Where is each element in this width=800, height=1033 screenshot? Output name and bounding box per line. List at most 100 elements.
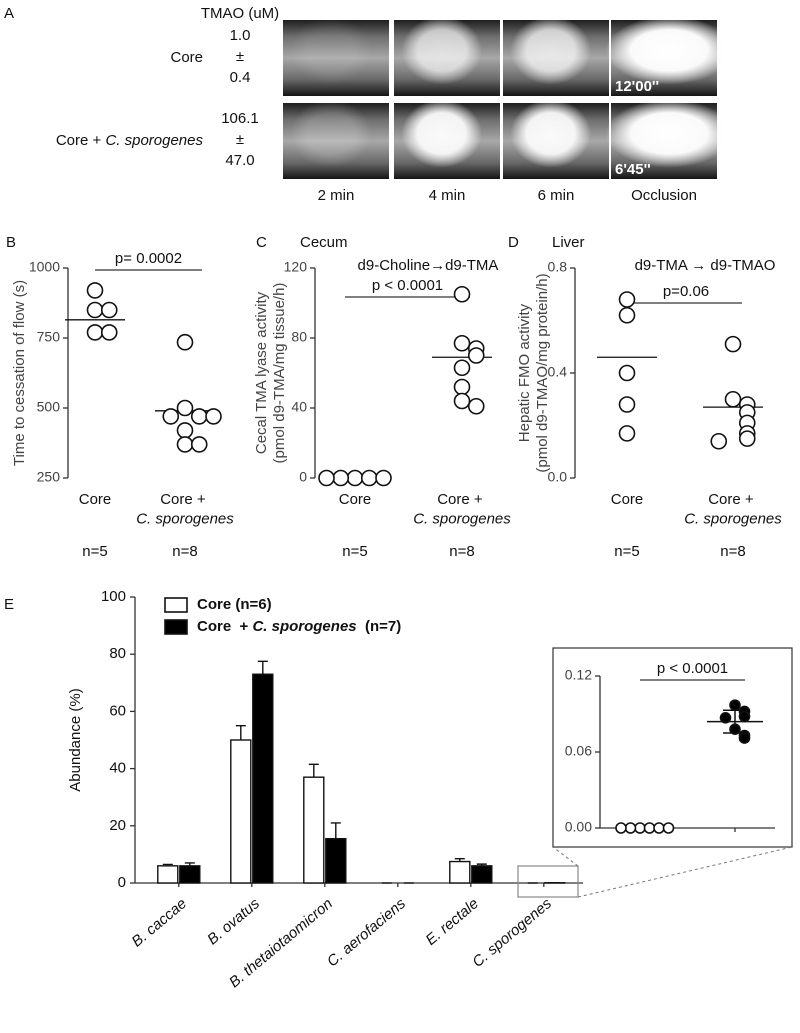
y-axis-label: (pmol d9-TMAO/mg protein/h) (534, 273, 551, 472)
sample-size: n=5 (614, 543, 639, 560)
thrombus-glow (510, 99, 591, 168)
bar (157, 865, 179, 884)
panel-letter: B (6, 234, 16, 251)
data-point (162, 408, 180, 425)
thrombus-glow (510, 16, 591, 85)
error-bar (308, 763, 319, 778)
data-point (360, 469, 378, 487)
data-point (453, 378, 471, 396)
data-point (618, 306, 636, 324)
y-tick-label: 60 (109, 702, 126, 719)
y-tick-label: 0.06 (565, 743, 592, 759)
sample-size: n=8 (172, 543, 197, 560)
tmao-header: TMAO (uM) (201, 5, 279, 22)
data-point (453, 285, 471, 303)
y-tick-label: 80 (109, 645, 126, 662)
y-tick-label: 100 (101, 588, 126, 605)
reaction-label: d9-Choline→d9-TMA (358, 257, 499, 274)
y-tick-label: 250 (37, 469, 61, 485)
data-point (100, 324, 118, 341)
y-tick-label: 0.4 (548, 364, 568, 380)
y-tick-label: 120 (284, 259, 308, 275)
thrombus-glow (605, 16, 733, 85)
data-point (662, 822, 675, 834)
legend-label: Core (n=6) (197, 596, 272, 613)
y-tick-label: 0.00 (565, 819, 592, 835)
x-tick-label: Core (79, 491, 112, 508)
bar (252, 673, 274, 884)
data-point (719, 711, 732, 724)
group-label: Core (170, 49, 203, 66)
zoom-connector (577, 846, 793, 898)
data-point (653, 822, 665, 834)
data-point (318, 469, 335, 487)
y-tick-label: 500 (37, 399, 61, 415)
data-point (618, 425, 636, 442)
data-point (205, 408, 222, 425)
panel-letter: D (508, 234, 519, 251)
y-axis-label: (pmol d9-TMA/mg tissue/h) (271, 283, 288, 464)
thrombus-glow (290, 99, 371, 168)
y-tick-label: 40 (291, 399, 307, 415)
legend-swatch (164, 597, 188, 613)
thrombus-glow (401, 99, 482, 168)
tmao-value: 47.0 (225, 152, 254, 169)
thrombus-glow (290, 16, 371, 85)
error-bar (330, 822, 341, 839)
error-bar (184, 862, 195, 866)
x-tick-label: Core + C. sporogenes (684, 491, 782, 528)
data-point (618, 291, 636, 308)
y-axis-label: Hepatic FMO activity (516, 303, 533, 442)
x-tick-label: B. ovatus (204, 895, 263, 949)
data-point (100, 301, 118, 319)
error-bar (257, 660, 268, 675)
data-point (724, 335, 742, 353)
column-label: 4 min (429, 187, 466, 204)
error-bar (235, 725, 246, 740)
tmao-value: 1.0 (230, 27, 251, 44)
panel-title: Liver (552, 234, 585, 251)
reaction-label: d9-TMA → d9-TMAO (635, 257, 776, 274)
data-point (86, 282, 104, 299)
panel-letter: E (4, 596, 14, 613)
thrombus-glow (605, 99, 733, 168)
error-bar (454, 857, 465, 862)
y-tick-label: 40 (109, 760, 126, 777)
y-tick-label: 1000 (29, 259, 60, 275)
bar (471, 865, 493, 884)
panel-letter: A (4, 5, 14, 22)
x-tick-label: Core + C. sporogenes (136, 491, 234, 528)
y-tick-label: 0.0 (548, 469, 568, 485)
data-point (738, 710, 751, 723)
tmao-value: 0.4 (230, 69, 251, 86)
data-point (624, 822, 637, 834)
y-tick-label: 0 (299, 469, 307, 485)
data-point (176, 436, 194, 453)
y-tick-label: 80 (291, 329, 307, 345)
legend-swatch (164, 619, 188, 635)
bar (230, 739, 252, 884)
inset-frame (552, 647, 793, 848)
sample-size: n=8 (449, 543, 474, 560)
bar (179, 865, 201, 884)
panel-title: Cecum (300, 234, 348, 251)
data-point (332, 469, 350, 487)
data-point (738, 732, 751, 744)
zoom-connector (552, 846, 579, 867)
x-tick-label: Core + C. sporogenes (413, 491, 511, 528)
tmao-value: ± (236, 48, 244, 65)
data-point (86, 301, 104, 319)
data-point (86, 324, 104, 341)
data-point (176, 333, 194, 351)
legend-label: Core + C. sporogenes (n=7) (197, 618, 401, 635)
occlusion-time: 6'45'' (615, 161, 651, 178)
y-tick-label: 0 (118, 874, 126, 891)
p-value: p=0.06 (663, 283, 709, 300)
data-point (724, 390, 742, 408)
p-value: p= 0.0002 (115, 250, 182, 267)
data-point (618, 396, 636, 413)
y-axis-label: Cecal TMA lyase activity (253, 291, 270, 454)
group-label: Core + C. sporogenes (56, 132, 204, 149)
tmao-value: 106.1 (221, 110, 259, 127)
